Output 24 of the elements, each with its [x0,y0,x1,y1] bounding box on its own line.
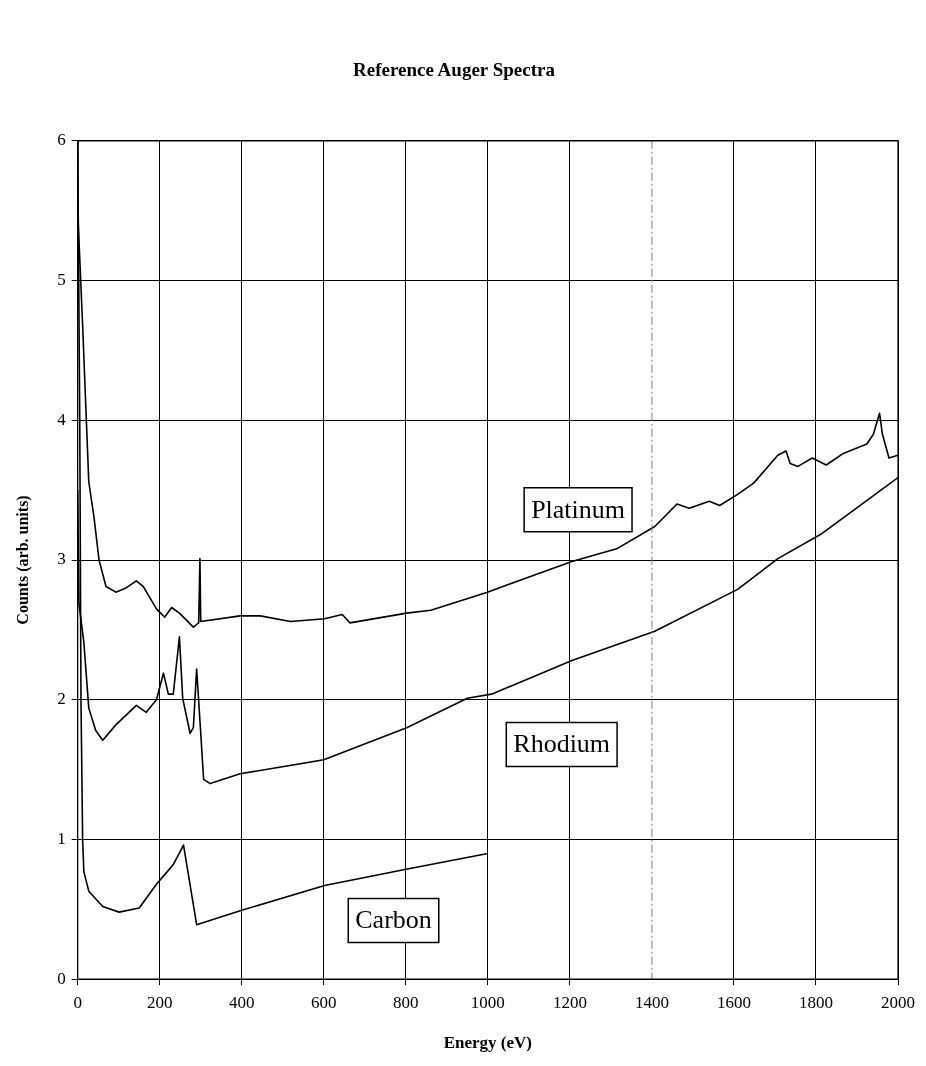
x-axis-title: Energy (eV) [443,1033,532,1053]
x-tick-label: 800 [393,992,419,1012]
y-tick-label: 1 [57,828,66,848]
chart-title: Reference Auger Spectra [353,59,556,81]
y-tick-label: 2 [57,689,66,709]
y-tick-label: 4 [57,409,67,429]
x-tick-label: 400 [229,992,255,1012]
x-tick-label: 1400 [634,992,669,1012]
x-tick-label: 600 [311,992,337,1012]
x-tick-label: 1000 [470,992,505,1012]
x-tick-label: 1600 [716,992,751,1012]
y-axis-title: Counts (arb. units) [13,495,32,625]
y-tick-label: 0 [57,968,66,988]
y-tick-label: 3 [57,549,66,569]
x-tick-label: 200 [146,992,173,1012]
x-tick-label: 0 [73,992,82,1012]
series-label: Rhodium [513,729,611,759]
y-tick-label: 5 [57,270,66,289]
series-label: Carbon [355,905,432,935]
series-label: Platinum [531,494,626,524]
x-tick-label: 1200 [552,992,587,1012]
x-tick-label: 1800 [798,992,833,1012]
y-tick-label: 6 [57,130,66,150]
x-tick-label: 2000 [881,992,915,1012]
